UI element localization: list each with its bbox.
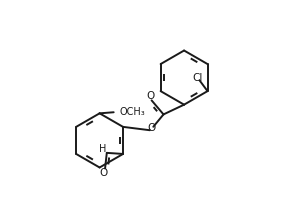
Text: O: O [147, 123, 156, 133]
Text: Cl: Cl [193, 73, 203, 83]
Text: H: H [99, 144, 107, 154]
Text: OCH₃: OCH₃ [119, 107, 145, 117]
Text: O: O [99, 168, 107, 178]
Text: O: O [146, 90, 155, 100]
